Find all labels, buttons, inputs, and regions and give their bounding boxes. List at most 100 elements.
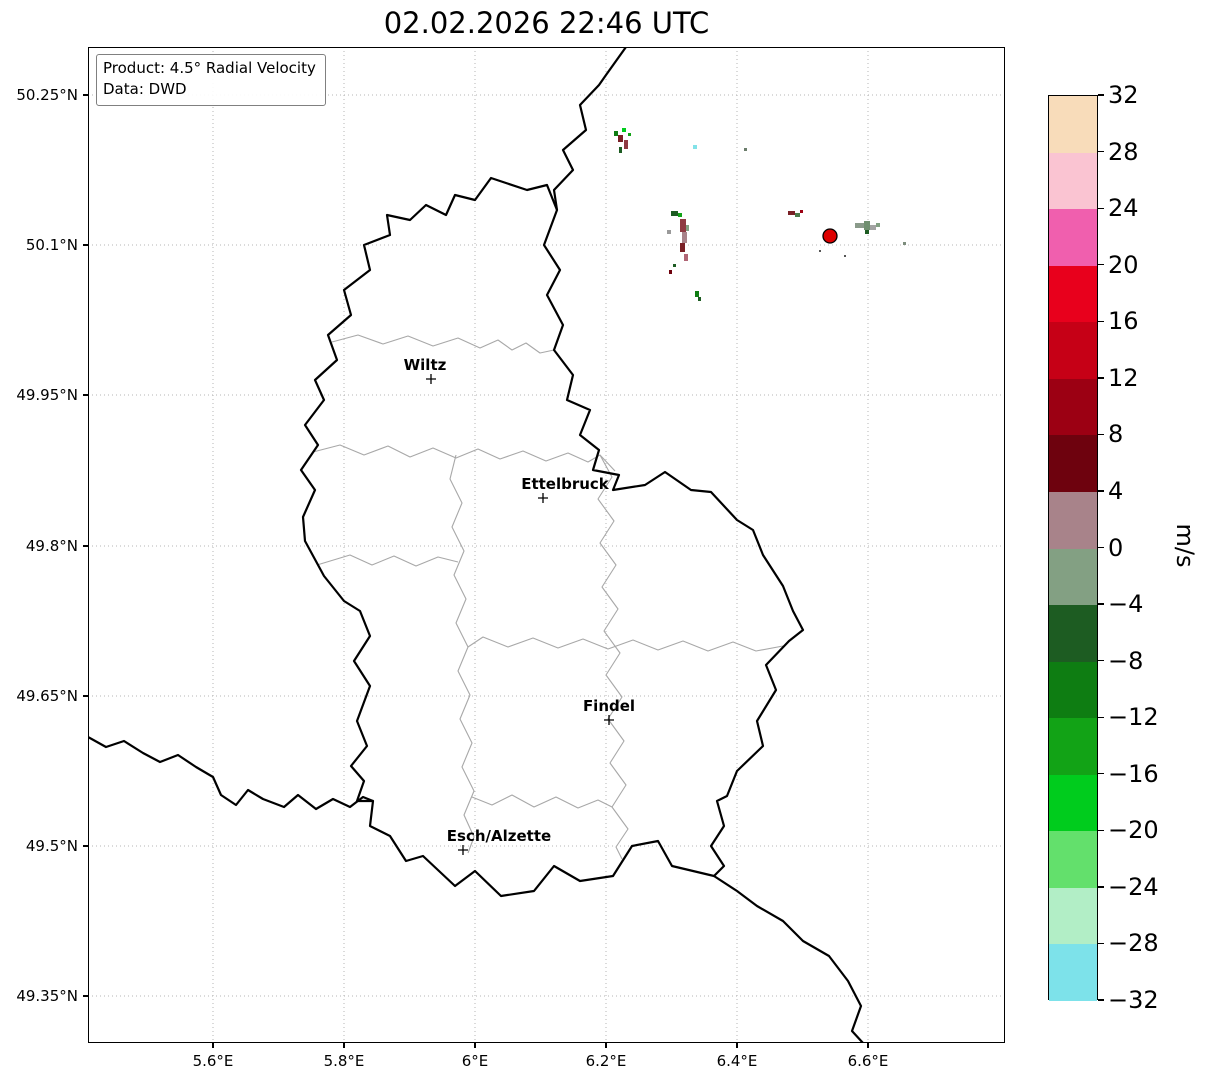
colorbar-tick-label: −8 bbox=[1108, 646, 1144, 675]
product-info-box: Product: 4.5° Radial Velocity Data: DWD bbox=[96, 54, 326, 106]
y-tick-mark bbox=[83, 545, 88, 547]
colorbar-tick-label: −12 bbox=[1108, 703, 1159, 732]
radar-site-dot bbox=[822, 228, 838, 244]
radar-echo-pixel bbox=[903, 242, 906, 245]
colorbar-tick-mark bbox=[1098, 94, 1104, 96]
colorbar-tick-label: −16 bbox=[1108, 759, 1159, 788]
colorbar-tick-label: 16 bbox=[1108, 307, 1139, 336]
france-germany-border bbox=[713, 875, 864, 1043]
colorbar-tick-mark bbox=[1098, 829, 1104, 831]
y-tick-label: 49.8°N bbox=[25, 537, 78, 555]
colorbar-tick-mark bbox=[1098, 320, 1104, 322]
radar-echo-pixel bbox=[678, 213, 682, 217]
canton-borders bbox=[312, 334, 784, 860]
radar-echo-pixel bbox=[673, 264, 676, 267]
colorbar-segment bbox=[1049, 491, 1097, 549]
colorbar-segment bbox=[1049, 661, 1097, 719]
x-tick-mark bbox=[867, 1043, 869, 1048]
radar-echo-pixel bbox=[870, 225, 876, 230]
map-svg: Wiltz Ettelbruck Findel Esch/Alzette bbox=[88, 47, 1005, 1043]
colorbar-tick-label: 8 bbox=[1108, 420, 1124, 449]
radar-echo-pixel bbox=[788, 211, 795, 215]
radar-echo-pixel bbox=[876, 223, 880, 227]
city-markers: Wiltz Ettelbruck Findel Esch/Alzette bbox=[404, 356, 635, 855]
colorbar-segment bbox=[1049, 774, 1097, 832]
velocity-colorbar: 32 28 24 20 16 12 8 4 0 −4 −8 −12 −16 −20 −24 −28 −32 bbox=[1048, 81, 1207, 1014]
radar-echo-pixel bbox=[819, 250, 821, 252]
y-tick-mark bbox=[83, 695, 88, 697]
colorbar-tick-mark bbox=[1098, 150, 1104, 153]
luxembourg-border bbox=[299, 176, 805, 898]
colorbar-tick-label: 24 bbox=[1108, 194, 1139, 223]
city-label: Ettelbruck bbox=[521, 475, 610, 493]
x-tick-label: 6.6°E bbox=[847, 1052, 889, 1070]
colorbar-tick-label: −20 bbox=[1108, 816, 1159, 845]
colorbar-tick-mark bbox=[1098, 773, 1104, 775]
y-tick-mark bbox=[83, 845, 88, 847]
map-plot-area: Wiltz Ettelbruck Findel Esch/Alzette Produc… bbox=[88, 47, 1005, 1043]
city-label: Esch/Alzette bbox=[447, 827, 551, 845]
colorbar-tick-label: −4 bbox=[1108, 590, 1144, 619]
colorbar-tick-label: −24 bbox=[1108, 872, 1159, 901]
radar-echo-pixel bbox=[669, 270, 672, 274]
y-tick-mark bbox=[83, 394, 88, 396]
radar-echo-pixel bbox=[693, 145, 697, 149]
x-tick-mark bbox=[212, 1043, 214, 1048]
colorbar-tick-mark bbox=[1098, 433, 1104, 436]
data-source-line: Data: DWD bbox=[103, 80, 187, 99]
colorbar-segment bbox=[1049, 887, 1097, 945]
x-tick-label: 6.2°E bbox=[585, 1052, 627, 1070]
x-axis-longitude: 5.6°E 5.8°E 6°E 6.2°E 6.4°E 6.6°E bbox=[88, 1043, 1005, 1081]
colorbar-tick-label: 4 bbox=[1108, 476, 1124, 505]
radar-echo-pixel bbox=[680, 243, 685, 252]
canton-border-line bbox=[467, 636, 784, 652]
colorbar-tick-mark bbox=[1098, 490, 1104, 492]
colorbar-tick-mark bbox=[1098, 942, 1104, 945]
radar-echo-pixel bbox=[667, 230, 671, 234]
radar-echo-pixel bbox=[844, 255, 846, 257]
y-tick-label: 49.35°N bbox=[16, 987, 78, 1005]
colorbar-tick-mark bbox=[1098, 207, 1104, 209]
radar-echo-pixel bbox=[624, 140, 628, 149]
product-line: Product: 4.5° Radial Velocity bbox=[103, 59, 316, 77]
canton-border-line bbox=[597, 454, 629, 860]
radar-echo-pixel bbox=[800, 210, 803, 213]
colorbar-unit-label: m/s bbox=[1171, 523, 1200, 568]
y-tick-label: 49.5°N bbox=[25, 837, 78, 855]
radar-echo-pixel bbox=[684, 254, 688, 261]
radar-echo-pixel bbox=[698, 297, 701, 301]
y-tick-mark bbox=[83, 995, 88, 997]
figure-title: 02.02.2026 22:46 UTC bbox=[383, 6, 710, 40]
y-tick-label: 49.65°N bbox=[16, 687, 78, 705]
x-tick-label: 6°E bbox=[461, 1052, 489, 1070]
x-tick-label: 5.6°E bbox=[192, 1052, 234, 1070]
colorbar-segment bbox=[1049, 209, 1097, 266]
canton-border-line bbox=[312, 444, 616, 472]
colorbar-tick-mark bbox=[1098, 886, 1104, 888]
colorbar-tick-label: 12 bbox=[1108, 363, 1139, 392]
colorbar-tick-mark bbox=[1098, 546, 1104, 549]
country-borders bbox=[88, 47, 864, 1043]
colorbar-segment bbox=[1049, 605, 1097, 662]
colorbar-segment bbox=[1049, 944, 1097, 1001]
y-tick-mark bbox=[83, 244, 88, 246]
grid-lines bbox=[88, 47, 1005, 1043]
colorbar-segment bbox=[1049, 718, 1097, 775]
colorbar-tick-mark bbox=[1098, 716, 1104, 718]
city-plus-marker bbox=[538, 493, 548, 503]
colorbar-tick-mark bbox=[1098, 603, 1104, 605]
radar-echo-pixel bbox=[622, 128, 626, 132]
radar-echo-pixel bbox=[795, 213, 800, 217]
radar-echo-pixel bbox=[682, 232, 687, 243]
colorbar-tick-label: 20 bbox=[1108, 250, 1139, 279]
canton-border-line bbox=[331, 334, 555, 354]
radar-echo-pixel bbox=[695, 291, 699, 297]
y-axis-latitude: 50.25°N 50.1°N 49.95°N 49.8°N 49.65°N 49.5°N 4… bbox=[0, 47, 88, 1043]
colorbar-segment bbox=[1049, 152, 1097, 210]
city-label: Findel bbox=[583, 697, 635, 715]
colorbar-tick-mark bbox=[1098, 264, 1104, 266]
x-tick-mark bbox=[605, 1043, 607, 1048]
colorbar-tick-mark bbox=[1098, 999, 1104, 1001]
city-plus-marker bbox=[426, 374, 436, 384]
